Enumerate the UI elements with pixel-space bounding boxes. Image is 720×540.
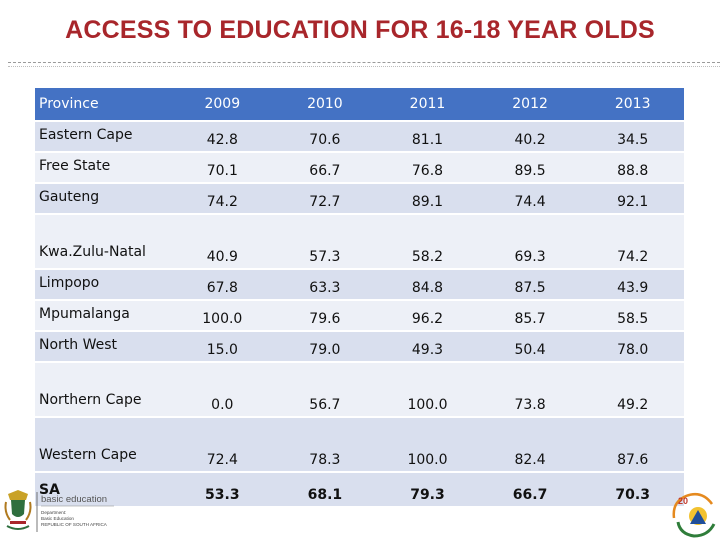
table-cell: 87.6	[581, 417, 684, 473]
logo-subtext-3: REPUBLIC OF SOUTH AFRICA	[41, 522, 108, 527]
table-cell: 66.7	[273, 152, 377, 184]
table-cell: 70.3	[581, 472, 684, 508]
province-name: Northern Cape	[35, 362, 171, 418]
province-name: Eastern Cape	[35, 121, 171, 153]
header-province: Province	[35, 88, 171, 122]
table-cell: 76.8	[376, 152, 479, 184]
table-cell: 96.2	[376, 300, 479, 332]
header-year: 2012	[478, 88, 582, 122]
table-cell: 89.1	[376, 183, 479, 215]
table-cell: 78.0	[581, 331, 684, 363]
table-cell: 100.0	[376, 417, 479, 473]
table-cell: 57.3	[273, 214, 377, 270]
province-name: Western Cape	[35, 417, 171, 473]
table-cell: 68.1	[273, 472, 377, 508]
province-name: Free State	[35, 152, 171, 184]
table-cell: 70.1	[171, 152, 274, 184]
table-row: Gauteng 74.2 72.7 89.1 74.4 92.1	[35, 183, 684, 215]
table-row: Northern Cape 0.0 56.7 100.0 73.8 49.2	[35, 362, 684, 418]
header-year: 2010	[273, 88, 377, 122]
table-cell: 92.1	[581, 183, 684, 215]
header-year: 2011	[376, 88, 479, 122]
table-row: Kwa.Zulu-Natal 40.9 57.3 58.2 69.3 74.2	[35, 214, 684, 270]
province-name: Mpumalanga	[35, 300, 171, 332]
table-cell: 81.1	[376, 121, 479, 153]
table-cell: 40.2	[478, 121, 582, 153]
province-name: Gauteng	[35, 183, 171, 215]
table-cell: 84.8	[376, 269, 479, 301]
logo-wordmark: basic education	[41, 494, 107, 505]
table-cell: 49.2	[581, 362, 684, 418]
table-row: Free State 70.1 66.7 76.8 89.5 88.8	[35, 152, 684, 184]
table-cell: 15.0	[171, 331, 274, 363]
province-name: North West	[35, 331, 171, 363]
table-total-row: SA 53.3 68.1 79.3 66.7 70.3	[35, 472, 684, 508]
table-cell: 43.9	[581, 269, 684, 301]
table-cell: 72.4	[171, 417, 274, 473]
table-cell: 58.5	[581, 300, 684, 332]
table-row: Mpumalanga 100.0 79.6 96.2 85.7 58.5	[35, 300, 684, 332]
table-cell: 100.0	[376, 362, 479, 418]
table-cell: 100.0	[171, 300, 274, 332]
table-cell: 73.8	[478, 362, 582, 418]
header-year: 2009	[171, 88, 274, 122]
table-cell: 69.3	[478, 214, 582, 270]
table-cell: 72.7	[273, 183, 377, 215]
table-cell: 70.6	[273, 121, 377, 153]
table-cell: 67.8	[171, 269, 274, 301]
header-year: 2013	[581, 88, 684, 122]
table-cell: 89.5	[478, 152, 582, 184]
logo-subtext-1: Department:	[41, 510, 66, 515]
table-cell: 74.2	[171, 183, 274, 215]
table-cell: 79.0	[273, 331, 377, 363]
table-cell: 74.2	[581, 214, 684, 270]
department-logo: basic education Department: Basic Educat…	[4, 490, 114, 532]
emblem-arc-green-icon	[676, 521, 716, 538]
title-divider	[8, 62, 720, 63]
table-cell: 42.8	[171, 121, 274, 153]
province-name: SA	[35, 472, 171, 508]
emblem-arc-icon	[672, 493, 714, 519]
table-cell: 87.5	[478, 269, 582, 301]
table-cell: 56.7	[273, 362, 377, 418]
education-access-table: Province 2009 2010 2011 2012 2013 Easter…	[35, 88, 684, 508]
emblem-number: 20	[678, 496, 688, 506]
page-title: ACCESS TO EDUCATION FOR 16-18 YEAR OLDS	[65, 16, 655, 44]
table-row: Limpopo 67.8 63.3 84.8 87.5 43.9	[35, 269, 684, 301]
logo-subtext-2: Basic Education	[41, 516, 74, 521]
province-name: Limpopo	[35, 269, 171, 301]
table-cell: 85.7	[478, 300, 582, 332]
table-row: North West 15.0 79.0 49.3 50.4 78.0	[35, 331, 684, 363]
table-cell: 79.6	[273, 300, 377, 332]
coat-of-arms-icon	[4, 490, 32, 530]
table-cell: 63.3	[273, 269, 377, 301]
table-cell: 0.0	[171, 362, 274, 418]
anniversary-logo: 20	[672, 493, 716, 538]
table-cell: 40.9	[171, 214, 274, 270]
table-row: Eastern Cape 42.8 70.6 81.1 40.2 34.5	[35, 121, 684, 153]
table-cell: 79.3	[376, 472, 479, 508]
table-cell: 78.3	[273, 417, 377, 473]
province-name: Kwa.Zulu-Natal	[35, 214, 171, 270]
table-cell: 34.5	[581, 121, 684, 153]
table-row: Western Cape 72.4 78.3 100.0 82.4 87.6	[35, 417, 684, 473]
table-cell: 82.4	[478, 417, 582, 473]
table-cell: 66.7	[478, 472, 582, 508]
title-divider-secondary	[8, 66, 720, 67]
table-cell: 53.3	[171, 472, 274, 508]
table-cell: 49.3	[376, 331, 479, 363]
emblem-flag-icon	[690, 510, 706, 524]
table-header-row: Province 2009 2010 2011 2012 2013	[35, 88, 684, 122]
table-cell: 50.4	[478, 331, 582, 363]
table-cell: 58.2	[376, 214, 479, 270]
table-cell: 74.4	[478, 183, 582, 215]
table-cell: 88.8	[581, 152, 684, 184]
